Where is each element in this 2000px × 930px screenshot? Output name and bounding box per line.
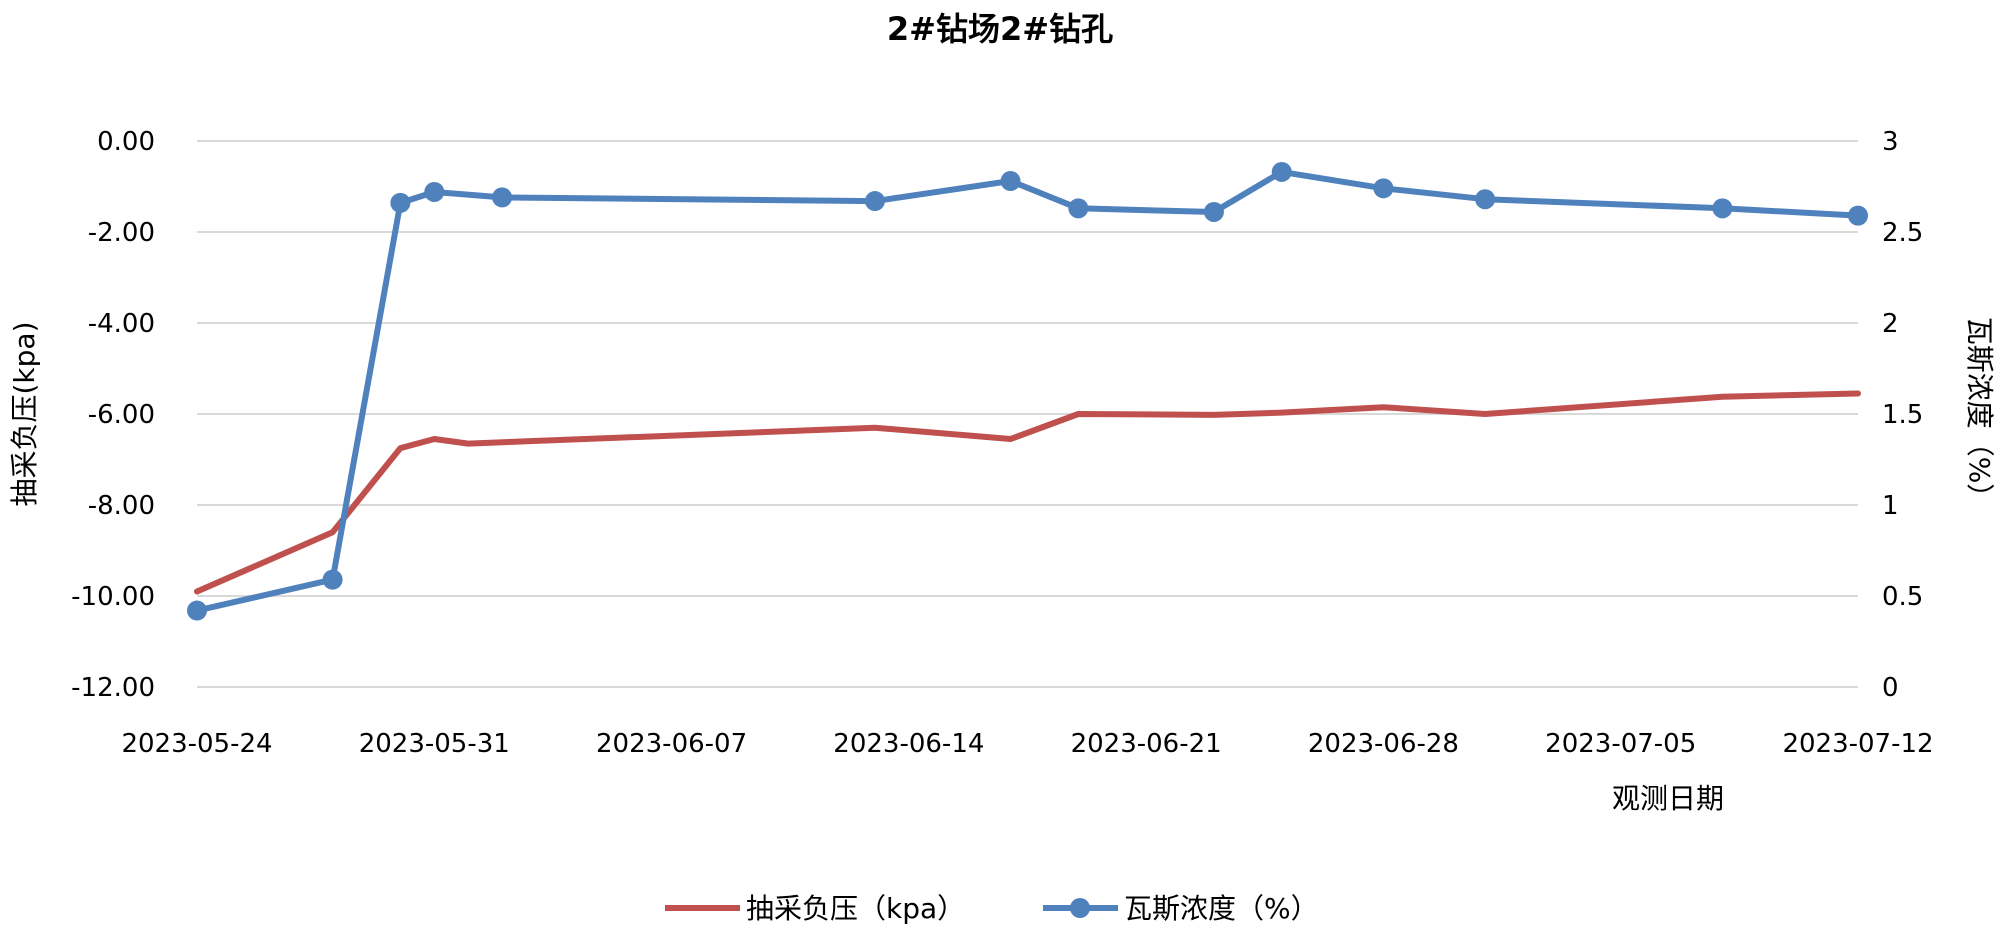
data-point-marker xyxy=(322,569,343,590)
right-axis-ticks: 3 2.5 2 1.5 1 0.5 0 xyxy=(1882,127,1923,703)
series-line-1 xyxy=(194,168,1861,614)
left-tick-label: -2.00 xyxy=(88,218,155,248)
data-point-marker xyxy=(1475,189,1496,210)
chart-title: 2#钻场2#钻孔 xyxy=(887,10,1113,48)
x-tick-label: 2023-06-21 xyxy=(1071,729,1222,759)
data-point-marker xyxy=(864,191,885,212)
data-point-marker xyxy=(1271,161,1292,182)
x-tick-label: 2023-06-14 xyxy=(833,729,984,759)
right-tick-label: 0 xyxy=(1882,673,1899,703)
left-tick-label: -8.00 xyxy=(88,491,155,521)
series-line-0 xyxy=(194,390,1861,595)
left-tick-label: -6.00 xyxy=(88,400,155,430)
left-tick-label: -4.00 xyxy=(88,309,155,339)
data-point-marker xyxy=(1373,178,1394,199)
right-tick-label: 2 xyxy=(1882,309,1899,339)
data-point-marker xyxy=(187,600,207,621)
x-tick-label: 2023-07-05 xyxy=(1545,729,1696,759)
data-point-marker xyxy=(1712,198,1733,219)
legend-marker-gas xyxy=(1070,898,1090,918)
right-tick-label: 1.5 xyxy=(1882,400,1923,430)
data-point-marker xyxy=(1203,201,1224,222)
right-tick-label: 2.5 xyxy=(1882,218,1923,248)
series-lines xyxy=(187,161,1868,621)
data-point-marker xyxy=(1068,198,1089,219)
x-tick-label: 2023-05-31 xyxy=(359,729,510,759)
data-point-marker xyxy=(424,181,445,202)
left-tick-label: -12.00 xyxy=(71,673,155,703)
legend-label-pressure: 抽采负压（kpa） xyxy=(746,892,965,925)
data-point-marker xyxy=(1000,171,1021,192)
x-axis-ticks: 2023-05-24 2023-05-31 2023-06-07 2023-06-14… xyxy=(121,729,1933,759)
data-point-marker xyxy=(390,192,411,213)
right-tick-label: 1 xyxy=(1882,491,1899,521)
x-tick-label: 2023-05-24 xyxy=(121,729,272,759)
right-tick-label: 3 xyxy=(1882,127,1899,157)
data-point-marker xyxy=(492,187,513,208)
x-axis-title: 观测日期 xyxy=(1612,782,1724,815)
x-tick-label: 2023-06-28 xyxy=(1308,729,1459,759)
left-axis-title: 抽采负压(kpa) xyxy=(8,322,41,507)
left-axis-ticks: 0.00 -2.00 -4.00 -6.00 -8.00 -10.00 -12.00 xyxy=(71,127,155,703)
x-tick-label: 2023-07-12 xyxy=(1782,729,1933,759)
right-tick-label: 0.5 xyxy=(1882,582,1923,612)
legend: 抽采负压（kpa） 瓦斯浓度（%） xyxy=(665,892,1319,925)
left-tick-label: 0.00 xyxy=(97,127,155,157)
x-tick-label: 2023-06-07 xyxy=(596,729,747,759)
left-tick-label: -10.00 xyxy=(71,582,155,612)
gridlines xyxy=(197,140,1858,688)
legend-label-gas: 瓦斯浓度（%） xyxy=(1124,892,1319,925)
right-axis-title: 瓦斯浓度（%） xyxy=(1963,317,1996,512)
data-point-marker xyxy=(1848,205,1868,226)
